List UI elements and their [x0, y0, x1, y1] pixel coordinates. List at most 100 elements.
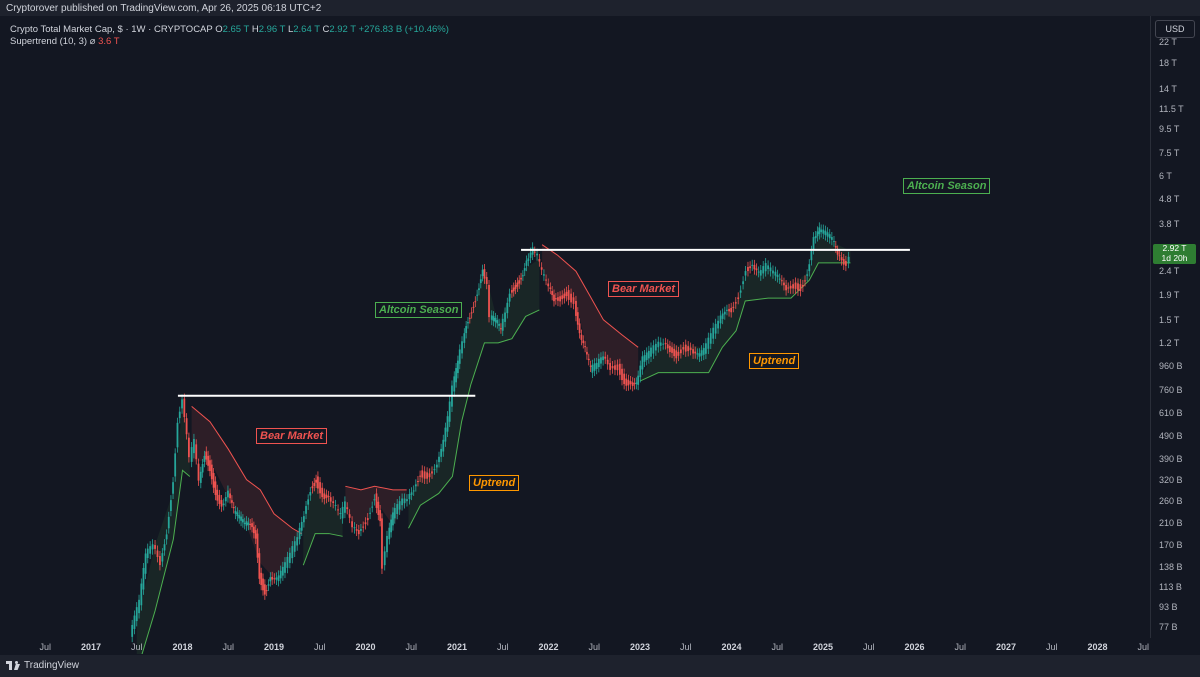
candle-body [621, 368, 623, 381]
time-tick-label: Jul [771, 642, 784, 652]
price-tick-label: 760 B [1159, 385, 1183, 396]
candle-body [774, 271, 777, 276]
legend-indicator-row: Supertrend (10, 3) ⌀ 3.6 T [10, 36, 449, 48]
candle-body [712, 327, 715, 339]
candle-body [481, 269, 484, 277]
time-tick-label: 2022 [538, 642, 559, 652]
annotation-bear-market-1: Bear Market [256, 428, 327, 444]
candle-body [151, 544, 154, 550]
legend-open-value: 2.65 T [222, 24, 250, 35]
price-tick-label: 610 B [1159, 407, 1183, 418]
candle-body [641, 356, 644, 370]
candle-body [165, 534, 168, 540]
candle-body [776, 274, 779, 278]
candle-body [210, 464, 213, 480]
candle-body [176, 422, 179, 448]
currency-button[interactable]: USD [1155, 20, 1195, 38]
candle-body [749, 266, 752, 269]
candle-body [700, 350, 703, 356]
chart-area[interactable] [0, 16, 1150, 638]
candle-body [744, 271, 747, 276]
candle-body [307, 499, 310, 505]
candle-body [753, 264, 756, 270]
candle-body [353, 527, 356, 529]
candle-body [668, 345, 671, 353]
candle-body [789, 285, 792, 289]
candle-body [785, 285, 787, 291]
candle-body [458, 349, 461, 364]
candle-body [595, 362, 598, 369]
candle-body [174, 453, 177, 477]
candle-body [245, 521, 248, 526]
candle-body [465, 326, 468, 334]
candle-body [355, 529, 358, 531]
candle-body [453, 376, 456, 392]
candle-body [390, 519, 393, 533]
candle-body [833, 241, 835, 243]
candle-body [698, 353, 701, 357]
price-tick-label: 14 T [1159, 83, 1177, 94]
price-tick-label: 490 B [1159, 430, 1183, 441]
candle-body [412, 490, 415, 492]
candle-body [344, 501, 346, 513]
candle-body [799, 284, 802, 292]
candle-body [362, 526, 365, 528]
legend-symbol-row: Crypto Total Market Cap, $ · 1W · CRYPTO… [10, 24, 449, 36]
candle-body [675, 350, 678, 359]
candle-body [797, 283, 799, 291]
candle-body [553, 294, 555, 302]
price-tick-label: 960 B [1159, 360, 1183, 371]
candle-body [543, 274, 545, 276]
candle-body [664, 342, 667, 345]
candle-body [806, 274, 809, 276]
candle-body [719, 315, 722, 324]
candle-body [337, 509, 339, 511]
candle-body [286, 556, 289, 568]
candle-body [787, 287, 790, 289]
candle-body [836, 250, 839, 255]
price-tick-label: 2.4 T [1159, 266, 1180, 277]
time-tick-label: 2019 [263, 642, 285, 652]
candle-body [334, 504, 337, 506]
candle-body [207, 455, 210, 466]
candle-body [419, 475, 421, 477]
candle-body [205, 451, 208, 460]
tradingview-logo[interactable]: TradingView [6, 660, 79, 671]
candle-body [490, 315, 493, 320]
price-chart[interactable] [0, 0, 1150, 654]
candle-body [637, 375, 640, 385]
candle-body [602, 356, 604, 361]
time-tick-label: Jul [222, 642, 235, 652]
candle-body [751, 264, 754, 266]
time-tick-label: 2020 [355, 642, 376, 652]
time-tick-label: 2024 [721, 642, 742, 652]
candle-body [570, 293, 572, 303]
price-tick-label: 18 T [1159, 57, 1177, 68]
tradingview-logo-icon [6, 661, 20, 670]
time-tick-label: 2021 [446, 642, 468, 652]
price-tick-label: 9.5 T [1159, 123, 1180, 134]
candle-body [518, 280, 521, 284]
candle-body [816, 231, 819, 237]
candle-body [479, 279, 482, 284]
candle-body [203, 455, 206, 462]
price-tick-label: 210 B [1159, 518, 1183, 529]
legend-change: +276.83 B (+10.46%) [358, 24, 449, 35]
candle-body [547, 283, 550, 287]
legend-symbol[interactable]: Crypto Total Market Cap, $ · 1W · CRYPTO… [10, 24, 213, 35]
candle-body [684, 344, 687, 352]
candle-body [840, 257, 843, 261]
candle-body [455, 368, 457, 383]
candle-body [635, 382, 638, 384]
candle-body [778, 278, 781, 280]
candle-body [650, 347, 652, 357]
candle-body [666, 344, 669, 349]
candle-body [193, 438, 195, 454]
candle-body [377, 501, 380, 515]
price-scale[interactable] [1150, 16, 1200, 638]
indicator-name[interactable]: Supertrend (10, 3) [10, 36, 88, 47]
candle-body [229, 493, 231, 499]
legend-high-value: 2.96 T [258, 24, 286, 35]
candle-body [682, 347, 685, 350]
time-tick-label: 2028 [1087, 642, 1108, 652]
